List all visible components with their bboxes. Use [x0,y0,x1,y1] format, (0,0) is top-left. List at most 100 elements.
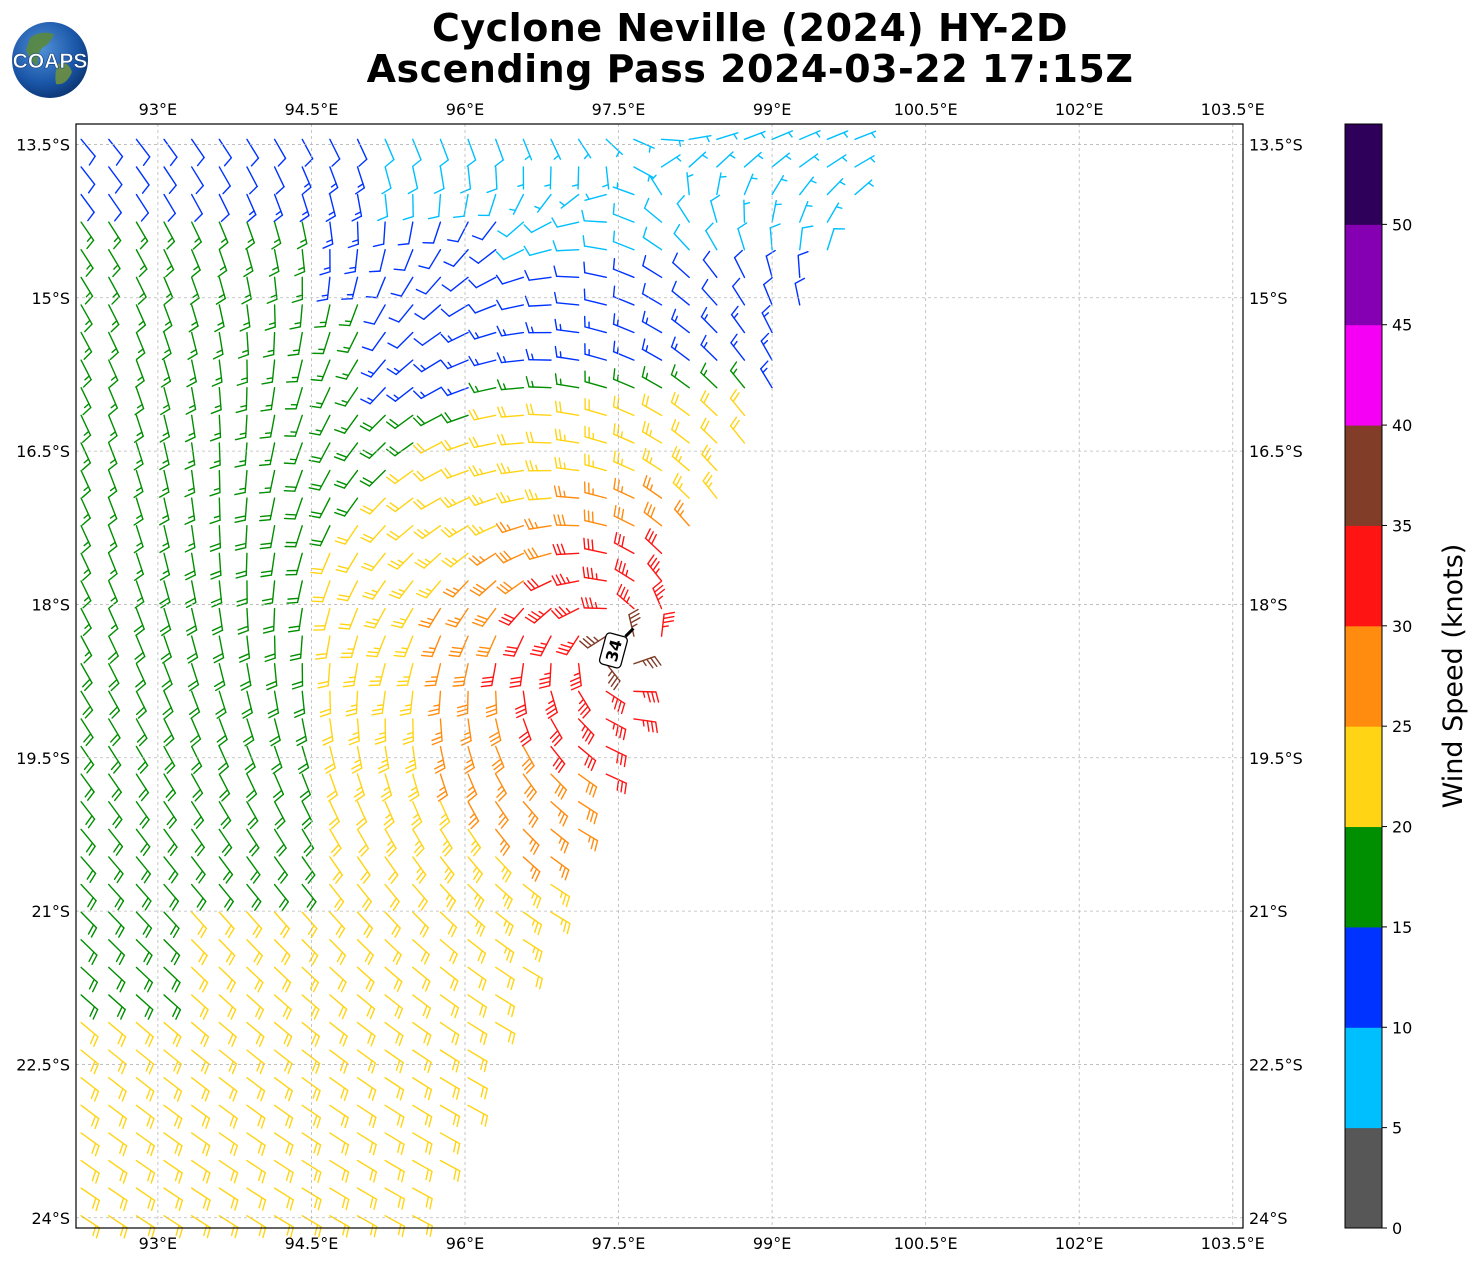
lon-tick-label-top: 94.5°E [285,100,339,119]
wind-barb [467,856,483,884]
wind-barb [415,580,442,599]
wind-barb [190,1021,210,1048]
wind-barb [496,406,525,418]
wind-barb [494,138,505,167]
wind-barb [582,566,607,582]
wind-barb [273,1077,293,1102]
wind-barb [108,1187,128,1212]
wind-barb [384,1104,405,1128]
wind-barb [771,174,788,196]
wind-barb [413,497,442,510]
wind-barb [218,994,237,1020]
wind-barb [163,856,179,884]
lat-tick-label-right: 15°S [1249,289,1288,308]
wind-barb [135,1187,156,1212]
wind-barb [80,580,92,609]
wind-barb [448,635,469,658]
wind-barb [799,153,820,168]
wind-barb [581,209,607,223]
wind-barb [159,469,170,498]
wind-barb [686,171,694,196]
wind-barb [163,718,175,747]
wind-barb [108,580,119,609]
wind-barb [356,1049,377,1074]
wind-barb [301,1159,322,1184]
wind-barb [108,1049,127,1075]
wind-barb [628,608,641,637]
wind-barb [381,166,392,195]
colorbar-tick-label: 15 [1392,918,1412,937]
wind-barb [396,663,414,687]
wind-barb [135,939,153,966]
wind-barb [763,277,773,306]
wind-barb [218,1021,237,1048]
wind-barb [384,1159,405,1183]
wind-barb [672,472,690,499]
wind-barb [439,1132,461,1155]
wind-barb [108,1021,127,1048]
wind-barb [584,193,607,201]
wind-barb [522,883,542,909]
wind-barb [491,745,505,775]
lon-tick-label-bottom: 103.5°E [1201,1234,1265,1253]
wind-barb [135,828,151,856]
wind-barb [356,828,370,857]
wind-barb [386,414,414,430]
wind-barb [412,469,442,482]
wind-barb [329,911,346,939]
wind-barb [496,379,525,391]
wind-barb [495,521,525,534]
wind-barb [613,505,635,527]
colorbar-frame [1344,123,1383,1229]
wind-barb [234,497,248,523]
wind-barb [185,607,198,636]
wind-barb [384,1077,405,1101]
wind-barb [308,497,331,519]
colorbar-bin [1345,425,1382,526]
wind-barb [384,994,404,1020]
wind-barb [550,773,568,800]
wind-barb [262,607,276,634]
wind-barb [440,525,469,538]
wind-barb [497,221,525,238]
wind-barb [218,883,234,911]
wind-barb [293,690,306,718]
wind-barb [495,1021,516,1045]
colorbar: 0 5 10 15 20 25 30 35 40 45 50 [1344,123,1412,1238]
wind-barb [525,348,552,361]
wind-barb [190,718,202,747]
wind-barb [571,166,580,190]
wind-barb [671,419,690,444]
wind-barb [329,1132,350,1156]
wind-barb [273,1187,294,1211]
wind-barb [412,1132,433,1155]
wind-barb [363,304,386,325]
wind-barb [163,138,178,167]
lon-tick-label-bottom: 97.5°E [592,1234,646,1253]
wind-barb [522,138,533,161]
wind-barb [80,911,98,938]
wind-barb [427,690,442,717]
wind-barb [301,883,317,912]
wind-barb [514,690,528,719]
wind-barb [108,994,126,1020]
wind-barb [211,607,224,636]
wind-barb [273,911,290,939]
wind-barb [356,801,368,830]
lat-tick-label-right: 13.5°S [1249,135,1303,154]
wind-barb [702,471,718,499]
wind-barb [468,329,497,340]
wind-barb [612,395,635,417]
wind-barb-layer [80,130,877,1239]
wind-barb [356,1021,376,1047]
wind-barb [583,288,607,306]
wind-barb [135,1159,156,1184]
wind-barb [273,193,284,223]
wind-barb [613,423,635,444]
wind-barb [439,801,451,830]
wind-barb [431,718,443,746]
wind-barb [301,801,313,830]
wind-barb [273,1159,294,1184]
wind-barb [244,745,256,775]
wind-barb [496,352,525,364]
